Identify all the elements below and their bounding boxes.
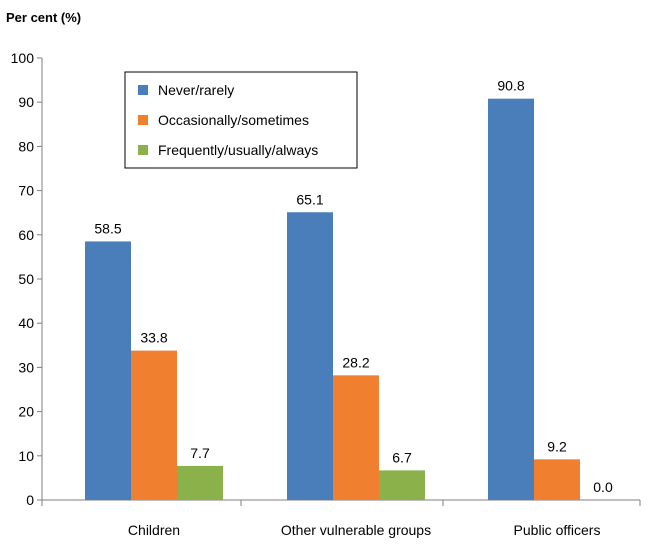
bar-frequently-usually-always-0 — [177, 465, 223, 500]
y-tick-label: 50 — [18, 271, 34, 287]
legend-box — [124, 71, 358, 169]
data-label: 90.8 — [497, 78, 524, 94]
x-category-label: Children — [128, 522, 180, 538]
data-label: 0.0 — [593, 479, 613, 495]
bar-occasionally-sometimes-1 — [333, 375, 379, 500]
legend-swatch — [138, 115, 148, 125]
y-tick-label: 40 — [18, 315, 34, 331]
legend-swatch — [138, 85, 148, 95]
y-tick-label: 10 — [18, 448, 34, 464]
x-category-label: Public officers — [514, 522, 601, 538]
bar-never-rarely-1 — [287, 212, 333, 500]
x-category-label: Other vulnerable groups — [281, 522, 431, 538]
data-label: 65.1 — [296, 191, 323, 207]
y-tick-label: 70 — [18, 183, 34, 199]
data-label: 7.7 — [190, 445, 210, 461]
legend-label: Never/rarely — [158, 82, 234, 98]
y-tick-label: 20 — [18, 404, 34, 420]
y-tick-label: 30 — [18, 359, 34, 375]
y-tick-label: 60 — [18, 227, 34, 243]
legend-swatch — [138, 145, 148, 155]
data-label: 58.5 — [94, 220, 121, 236]
data-label: 33.8 — [140, 330, 167, 346]
y-axis-unit-label: Per cent (%) — [6, 10, 82, 25]
bar-occasionally-sometimes-0 — [131, 350, 177, 500]
y-tick-label: 80 — [18, 138, 34, 154]
data-label: 28.2 — [342, 354, 369, 370]
legend-label: Frequently/usually/always — [158, 142, 318, 158]
bar-occasionally-sometimes-2 — [534, 459, 580, 500]
bar-frequently-usually-always-1 — [379, 470, 425, 500]
y-tick-label: 100 — [11, 50, 35, 66]
bar-never-rarely-2 — [488, 98, 534, 500]
data-label: 9.2 — [547, 438, 567, 454]
data-label: 6.7 — [392, 449, 412, 465]
bar-never-rarely-0 — [85, 241, 131, 500]
y-tick-label: 0 — [26, 492, 34, 508]
y-tick-label: 90 — [18, 94, 34, 110]
legend-label: Occasionally/sometimes — [158, 112, 309, 128]
